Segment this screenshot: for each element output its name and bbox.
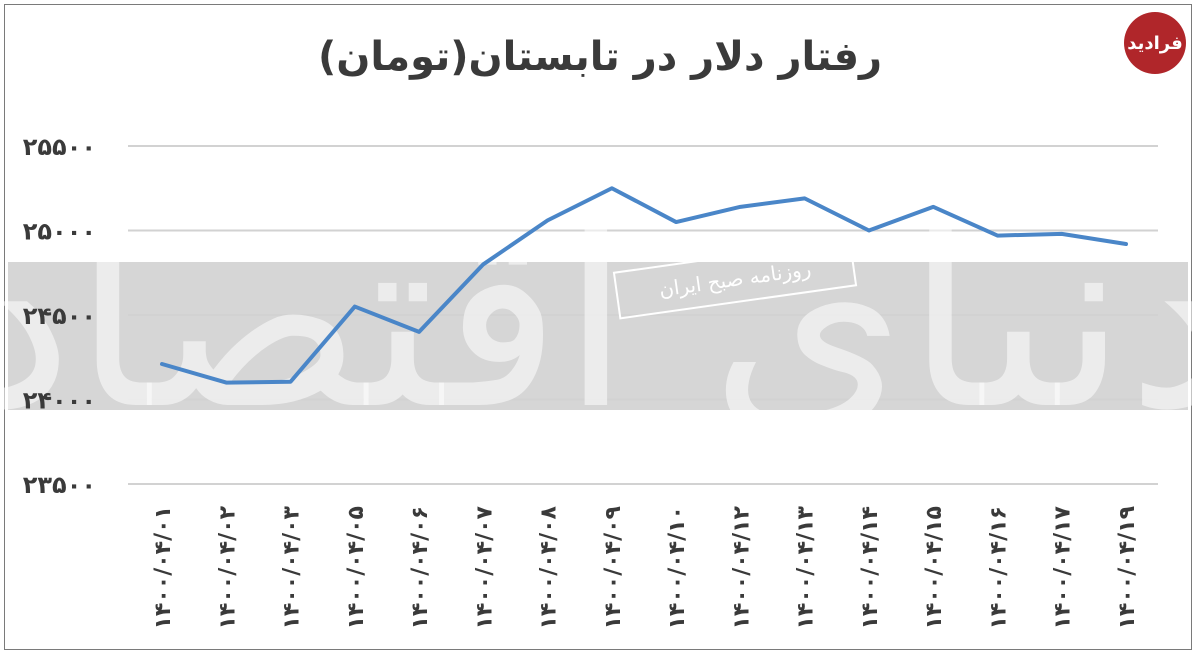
y-tick-label: ۲۵۰۰۰ xyxy=(23,218,96,246)
series-line xyxy=(160,186,1128,385)
x-tick-label: ۱۴۰۰/۰۴/۰۱ xyxy=(151,506,176,630)
chart-title: رفتار دلار در تابستان(تومان) xyxy=(317,34,883,80)
x-tick-label: ۱۴۰۰/۰۴/۱۲ xyxy=(729,505,754,629)
y-tick-label: ۲۴۰۰۰ xyxy=(23,387,96,415)
x-tick-label: ۱۴۰۰/۰۴/۰۳ xyxy=(280,505,305,629)
x-tick-label: ۱۴۰۰/۰۴/۰۹ xyxy=(601,506,626,630)
x-axis: ۱۴۰۰/۰۴/۰۱ ۱۴۰۰/۰۴/۰۲ ۱۴۰۰/۰۴/۰۳ ۱۴۰۰/۰۴/۰۵… xyxy=(151,505,1140,629)
y-tick-label: ۲۳۵۰۰ xyxy=(23,471,96,499)
x-tick-label: ۱۴۰۰/۰۴/۰۵ xyxy=(344,506,369,630)
x-tick-label: ۱۴۰۰/۰۴/۱۷ xyxy=(1051,505,1076,629)
x-tick-label: ۱۴۰۰/۰۴/۱۳ xyxy=(794,505,819,629)
x-tick-label: ۱۴۰۰/۰۴/۱۴ xyxy=(858,506,883,630)
x-tick-label: ۱۴۰۰/۰۴/۱۵ xyxy=(922,506,947,630)
x-tick-label: ۱۴۰۰/۰۴/۱۹ xyxy=(1115,506,1140,630)
x-tick-label: ۱۴۰۰/۰۴/۱۶ xyxy=(986,506,1011,630)
watermark-tag-box xyxy=(612,238,858,320)
x-tick-label: ۱۴۰۰/۰۴/۱۰ xyxy=(665,506,690,630)
y-tick-label: ۲۵۵۰۰ xyxy=(23,133,96,161)
y-axis: ۲۳۵۰۰ ۲۴۰۰۰ ۲۴۵۰۰ ۲۵۰۰۰ ۲۵۵۰۰ xyxy=(23,133,96,499)
x-tick-label: ۱۴۰۰/۰۴/۰۶ xyxy=(408,506,433,630)
x-tick-label: ۱۴۰۰/۰۴/۰۸ xyxy=(537,505,562,629)
x-tick-label: ۱۴۰۰/۰۴/۰۲ xyxy=(215,505,240,629)
y-tick-label: ۲۴۵۰۰ xyxy=(23,302,96,330)
watermark-logotype: دنیای اقتصاد xyxy=(0,173,1200,464)
x-tick-label: ۱۴۰۰/۰۴/۰۷ xyxy=(472,505,497,629)
watermark-band xyxy=(8,262,1188,410)
publisher-logo: فرادید xyxy=(1124,12,1186,74)
